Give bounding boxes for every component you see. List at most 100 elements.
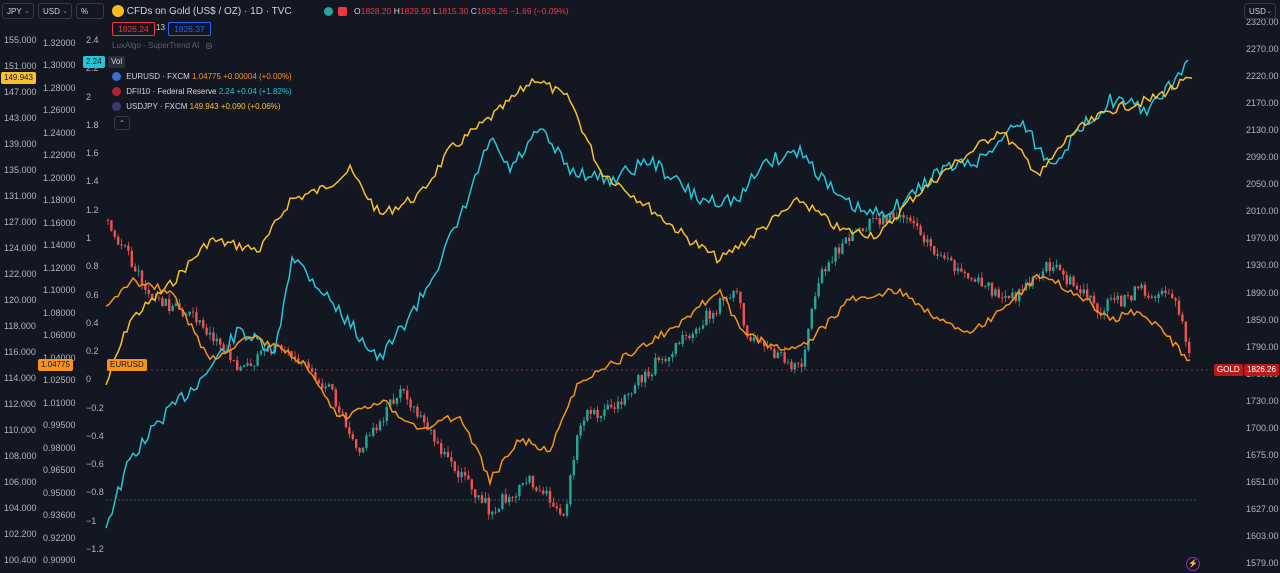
candle-body bbox=[409, 399, 412, 408]
scale-tick: 0.8 bbox=[86, 261, 99, 272]
candle-body bbox=[208, 332, 212, 335]
percent-scale-select[interactable]: % bbox=[76, 3, 104, 19]
scale-tick: −0.4 bbox=[86, 430, 104, 441]
candle-body bbox=[956, 268, 960, 272]
candle-body bbox=[586, 409, 589, 421]
candle-body bbox=[365, 435, 368, 448]
bid-button[interactable]: 1826.24 bbox=[112, 22, 155, 36]
candle-body bbox=[1188, 341, 1191, 354]
candle-body bbox=[378, 421, 382, 431]
candle-body bbox=[1004, 295, 1007, 298]
candle-body bbox=[732, 291, 735, 299]
candle-body bbox=[810, 308, 813, 329]
scale-tick: 0 bbox=[86, 374, 92, 385]
percent-scale[interactable]: 2.4 2.2 2 1.8 1.6 1.4 1.2 1 0.8 0.6 0.4 0.2 0 −0.2 −0.… bbox=[86, 0, 106, 573]
scale-tick: 106.000 bbox=[4, 477, 37, 487]
usd-currency-label: USD bbox=[43, 7, 60, 16]
candle-body bbox=[807, 328, 810, 350]
candle-body bbox=[198, 320, 201, 323]
candle-body bbox=[188, 311, 191, 315]
candle-body bbox=[463, 472, 467, 476]
candle-body bbox=[106, 220, 110, 221]
candle-body bbox=[239, 366, 242, 371]
candle-body bbox=[902, 214, 905, 218]
legend-eurusd[interactable]: EURUSD · FXCM 1.04775 +0.00004 (+0.00%) bbox=[112, 71, 292, 83]
candle-body bbox=[416, 406, 419, 417]
ask-button[interactable]: 1826.37 bbox=[168, 22, 211, 36]
market-status-icon[interactable] bbox=[324, 6, 334, 16]
candle-body bbox=[266, 348, 269, 352]
candle-body bbox=[865, 230, 868, 232]
candle-body bbox=[909, 217, 912, 221]
legend-usdjpy[interactable]: USDJPY · FXCM 149.943 +0.090 (+0.06%) bbox=[112, 101, 280, 113]
candle-body bbox=[474, 489, 477, 498]
scale-tick: 1.12000 bbox=[43, 262, 76, 273]
candle-body bbox=[423, 415, 426, 423]
scale-tick: 1579.00 bbox=[1246, 558, 1279, 568]
candle-body bbox=[440, 443, 443, 455]
candle-body bbox=[579, 425, 582, 436]
right-currency-select[interactable]: USD ⌄ bbox=[1244, 3, 1276, 19]
candle-body bbox=[531, 475, 535, 488]
scale-tick: 1.01000 bbox=[43, 397, 76, 408]
scale-tick: 1970.00 bbox=[1246, 233, 1279, 244]
scale-tick: 2320.00 bbox=[1246, 17, 1279, 27]
scale-tick: 2050.00 bbox=[1246, 179, 1279, 190]
scale-tick: 1.18000 bbox=[43, 195, 76, 206]
indicator-label[interactable]: LuxAlgo - SuperTrend AI ◎ bbox=[112, 41, 213, 50]
scale-tick: 1.8 bbox=[86, 119, 99, 130]
candle-body bbox=[1041, 271, 1045, 279]
candle-body bbox=[882, 214, 885, 225]
scale-tick: 2.2 bbox=[86, 63, 99, 74]
scale-tick: 100.400 bbox=[4, 555, 37, 565]
candle-body bbox=[433, 429, 436, 442]
spread-value: 13 bbox=[156, 23, 165, 32]
candle-body bbox=[341, 412, 344, 414]
scale-tick: 135.000 bbox=[4, 165, 37, 175]
jpy-currency-select[interactable]: JPY ⌄ bbox=[2, 3, 34, 19]
candle-body bbox=[630, 393, 633, 395]
candle-body bbox=[480, 495, 484, 503]
candle-body bbox=[589, 409, 592, 414]
legend-dfii10[interactable]: DFII10 · Federal Reserve 2.24 +0.04 (+1.… bbox=[112, 86, 292, 98]
candle-body bbox=[739, 291, 742, 304]
candle-body bbox=[742, 303, 745, 326]
candle-body bbox=[140, 270, 144, 285]
usd-currency-select[interactable]: USD ⌄ bbox=[38, 3, 72, 19]
candle-body bbox=[987, 282, 990, 287]
candle-body bbox=[450, 457, 453, 462]
candle-body bbox=[151, 293, 154, 299]
chevron-up-icon[interactable]: ⌃ bbox=[114, 116, 130, 130]
scale-tick: 1.30000 bbox=[43, 60, 76, 71]
candle-body bbox=[973, 279, 977, 282]
lightning-icon[interactable]: ⚡ bbox=[1186, 557, 1200, 571]
candle-body bbox=[572, 459, 575, 476]
candle-body bbox=[1174, 298, 1177, 301]
candle-body bbox=[283, 349, 286, 351]
candle-body bbox=[708, 310, 711, 319]
scale-tick: 1790.00 bbox=[1246, 341, 1279, 352]
gold-price-scale[interactable]: 2320.00 2270.00 2220.00 2170.00 2130.00 2090.… bbox=[1246, 0, 1280, 573]
scale-tick: 0.4 bbox=[86, 317, 99, 328]
scale-tick: 1.22000 bbox=[43, 150, 76, 161]
alert-icon[interactable] bbox=[338, 6, 348, 16]
scale-tick: 1.02500 bbox=[43, 375, 76, 386]
open-label: O bbox=[353, 6, 361, 16]
candle-body bbox=[994, 289, 997, 296]
candle-body bbox=[453, 461, 456, 471]
eye-icon[interactable]: ◎ bbox=[205, 41, 213, 50]
chevron-down-icon: ⌄ bbox=[24, 8, 30, 15]
candle-body bbox=[603, 409, 606, 416]
usd-price-scale[interactable]: 1.32000 1.30000 1.28000 1.26000 1.24000 1.220… bbox=[43, 0, 83, 573]
candle-body bbox=[518, 484, 521, 497]
jpy-price-scale[interactable]: 155.000 151.000 147.000 143.000 139.000 135.0… bbox=[4, 0, 40, 573]
vol-indicator-tag[interactable]: Vol bbox=[108, 56, 126, 68]
candle-body bbox=[375, 427, 378, 431]
candle-body bbox=[1096, 303, 1099, 313]
eurusd-line bbox=[105, 273, 1191, 487]
candle-body bbox=[1021, 289, 1024, 291]
symbol-title[interactable]: CFDs on Gold (US$ / OZ) · 1D · TVC bbox=[126, 6, 292, 17]
candle-body bbox=[123, 245, 127, 247]
candle-body bbox=[797, 363, 800, 365]
